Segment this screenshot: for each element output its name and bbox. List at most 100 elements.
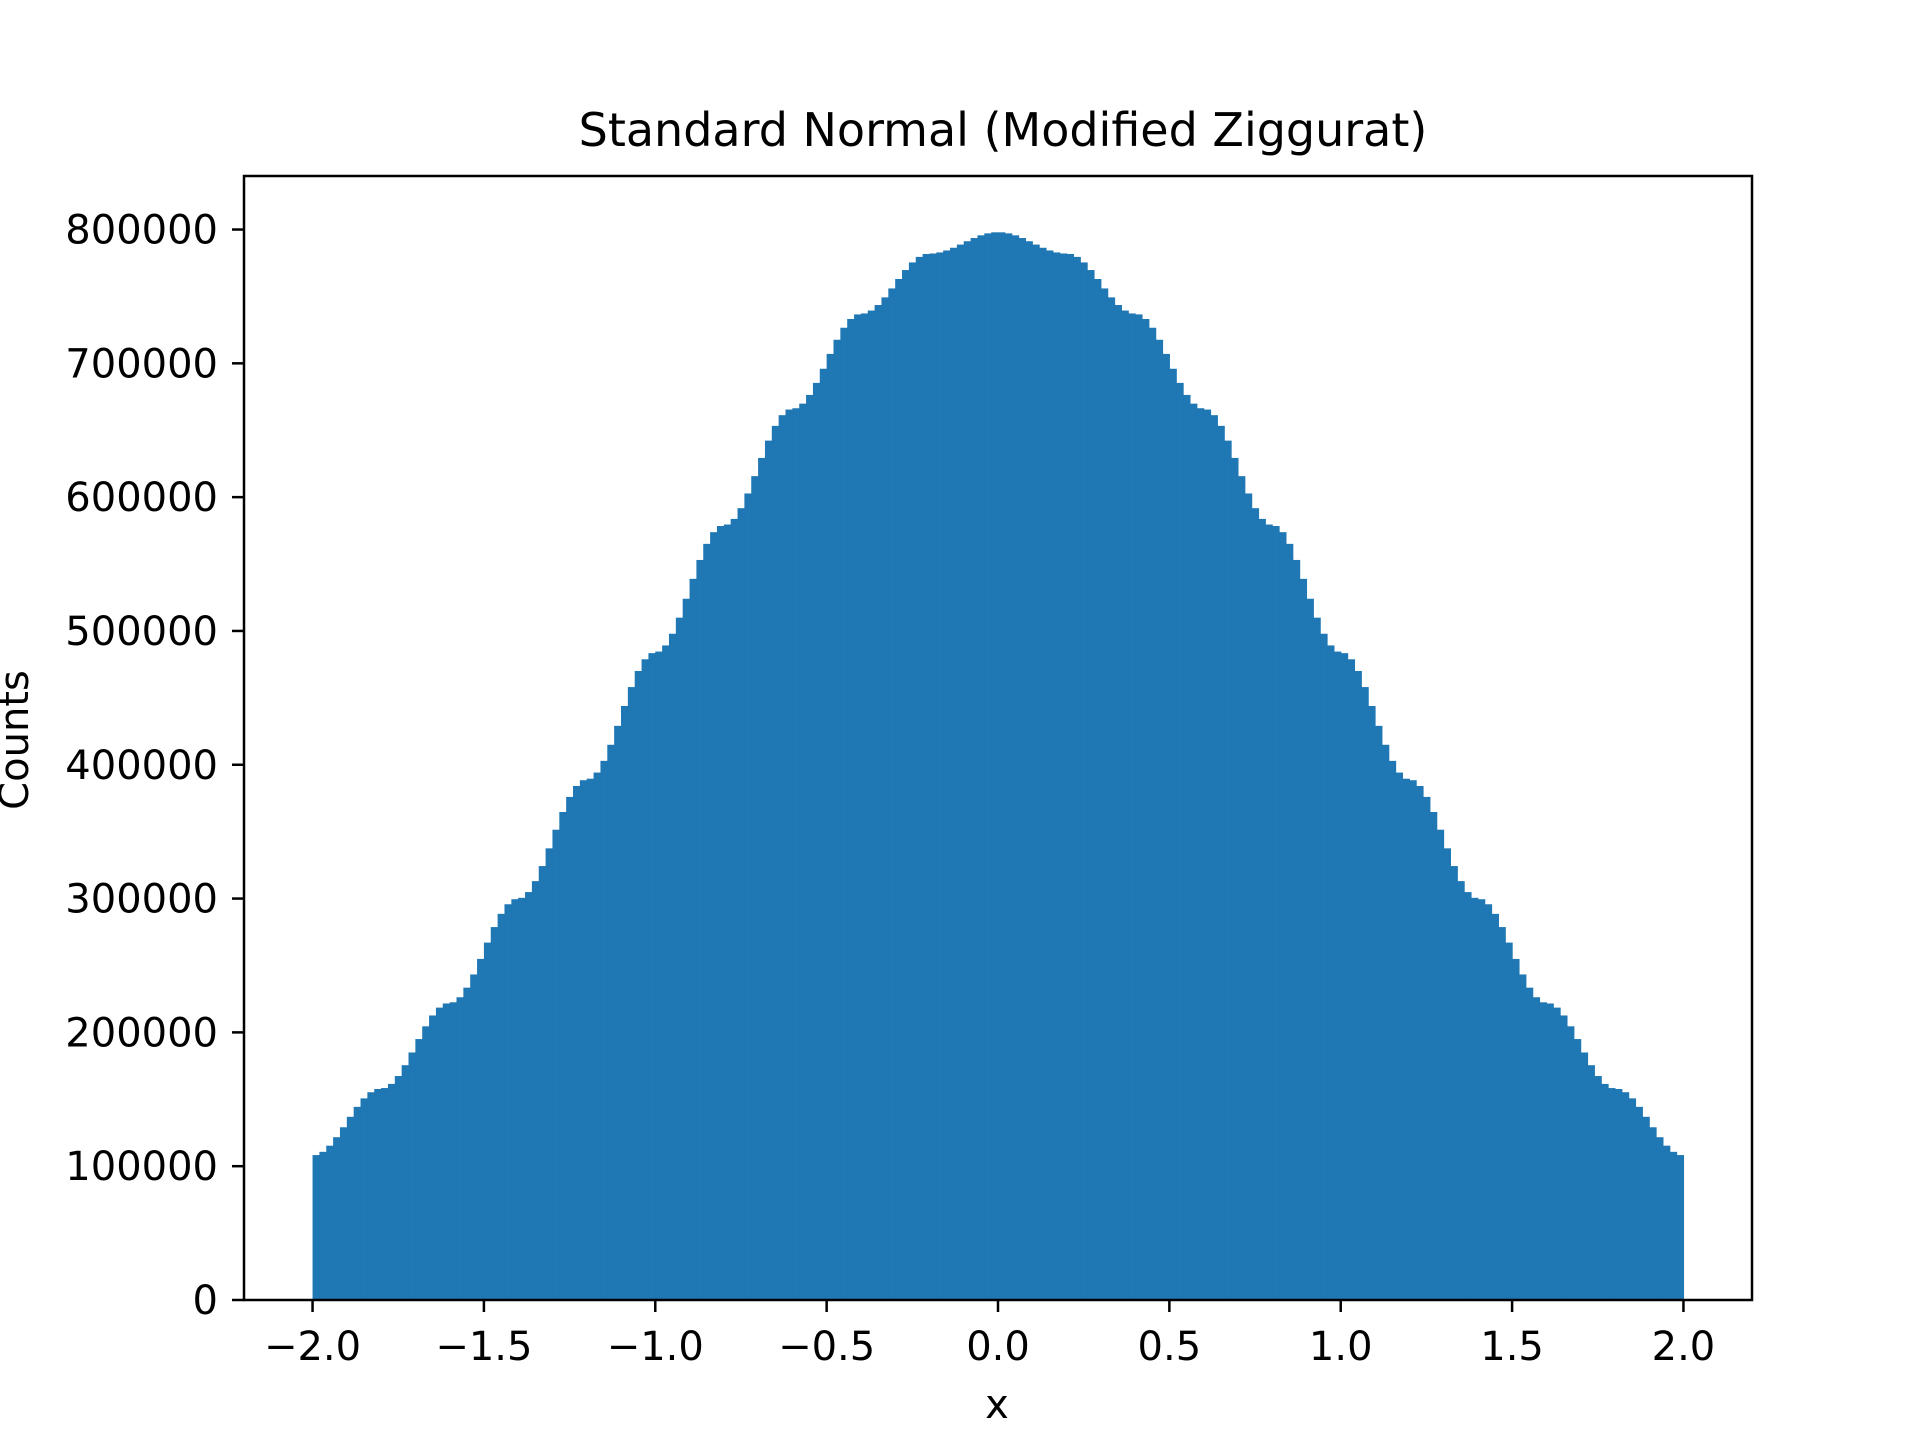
- y-tick-label: 200000: [65, 1010, 218, 1056]
- histogram-bar: [922, 253, 931, 1301]
- histogram-bar: [963, 241, 972, 1301]
- histogram-bar: [1073, 256, 1081, 1300]
- histogram-bar: [867, 310, 876, 1300]
- histogram-bar: [367, 1092, 375, 1300]
- histogram-bar: [1560, 1015, 1568, 1300]
- histogram-bar: [559, 811, 567, 1300]
- histogram-bar: [1327, 645, 1335, 1300]
- histogram-bar: [785, 409, 793, 1300]
- histogram-bar: [586, 778, 595, 1300]
- histogram-bar: [415, 1039, 423, 1300]
- histogram-bar: [1375, 725, 1383, 1300]
- histogram-bar: [1416, 785, 1424, 1300]
- y-tick-label: 500000: [65, 609, 218, 655]
- histogram-bar: [1409, 780, 1417, 1300]
- histogram-bar: [1532, 997, 1541, 1300]
- histogram-bar: [1059, 253, 1068, 1301]
- histogram-bar: [1080, 262, 1088, 1301]
- histogram-bar: [1656, 1137, 1664, 1300]
- histogram-bar: [1601, 1083, 1609, 1300]
- y-tick-label: 800000: [65, 208, 218, 254]
- histogram-bar: [1011, 235, 1020, 1301]
- histogram-bar: [627, 687, 636, 1300]
- histogram-bar: [1477, 899, 1486, 1300]
- plot-area: [312, 232, 1685, 1301]
- histogram-bar: [1135, 314, 1143, 1300]
- histogram-bar: [806, 394, 814, 1300]
- histogram-bar: [812, 382, 821, 1300]
- histogram-bar: [1203, 409, 1212, 1300]
- histogram-bar: [326, 1145, 334, 1300]
- histogram-bar: [573, 785, 581, 1300]
- x-tick-label: 2.0: [1652, 1324, 1716, 1370]
- histogram-bar: [792, 408, 800, 1300]
- histogram-bar: [346, 1116, 355, 1300]
- histogram-bar: [1066, 253, 1074, 1301]
- histogram-bar: [422, 1026, 430, 1300]
- histogram-bar: [1340, 653, 1349, 1300]
- histogram-bar: [1594, 1076, 1602, 1300]
- histogram-bar: [819, 368, 828, 1300]
- histogram-bar: [751, 476, 759, 1300]
- histogram-bar: [1505, 942, 1513, 1300]
- histogram-bar: [442, 1003, 451, 1300]
- histogram-bar: [538, 866, 547, 1300]
- histogram-bar: [682, 598, 691, 1300]
- histogram-bar: [1114, 305, 1122, 1300]
- histogram-bar: [1491, 913, 1499, 1300]
- histogram-bar: [552, 829, 560, 1300]
- histogram-bar: [998, 232, 1006, 1301]
- histogram-bar: [689, 578, 697, 1300]
- histogram-bar: [854, 314, 862, 1300]
- histogram-bar: [648, 653, 656, 1300]
- histogram-bar: [545, 848, 554, 1300]
- histogram-bar: [1093, 279, 1102, 1300]
- histogram-bar: [826, 353, 835, 1300]
- histogram-bar: [1039, 247, 1047, 1300]
- axes: −2.0 −1.5 −1.0 −0.5 0.0 0.5 1.0 1.5 2.0 0 100000 20…: [65, 174, 1754, 1370]
- histogram-bar: [730, 518, 739, 1300]
- histogram-bar: [860, 313, 869, 1300]
- histogram-bar: [1032, 244, 1040, 1301]
- histogram-bar: [1196, 408, 1205, 1300]
- histogram-bar: [1484, 904, 1493, 1300]
- histogram-bar: [1306, 598, 1314, 1300]
- histogram-bar: [1361, 687, 1369, 1300]
- histogram-bar: [1429, 811, 1438, 1300]
- histogram-bar: [621, 705, 629, 1300]
- histogram-bar: [1128, 313, 1136, 1300]
- histogram-bar: [1368, 705, 1376, 1300]
- histogram-bar: [518, 897, 526, 1300]
- y-tick-label: 100000: [65, 1144, 218, 1190]
- histogram-bar: [956, 244, 965, 1301]
- histogram-bar: [950, 247, 958, 1300]
- histogram-bar: [1018, 238, 1027, 1300]
- histogram-bar: [1580, 1052, 1589, 1300]
- histogram-bar: [600, 760, 608, 1300]
- histogram-bar: [1621, 1092, 1630, 1300]
- y-tick-label: 0: [193, 1278, 218, 1324]
- histogram-bar: [1025, 241, 1033, 1301]
- x-tick-label: 1.0: [1309, 1324, 1373, 1370]
- histogram-bar: [1004, 233, 1013, 1300]
- histogram-bar: [1210, 415, 1218, 1300]
- histogram-bar: [1176, 382, 1184, 1300]
- histogram-bar: [1162, 353, 1170, 1300]
- histogram-bar: [1217, 425, 1225, 1300]
- histogram-bar: [1608, 1088, 1616, 1300]
- histogram-bar: [490, 927, 499, 1300]
- histogram-bar: [1183, 394, 1191, 1300]
- histogram-bar: [1244, 493, 1253, 1301]
- histogram-bar: [1107, 297, 1116, 1300]
- histogram-bar: [339, 1127, 348, 1300]
- histogram-bar: [429, 1015, 437, 1300]
- histogram-bar: [483, 942, 492, 1300]
- chart-title: Standard Normal (Modified Ziggurat): [579, 103, 1428, 157]
- histogram-bar: [1402, 778, 1410, 1300]
- histogram-bar: [977, 235, 985, 1301]
- histogram-bar: [1052, 252, 1061, 1301]
- histogram-bar: [614, 725, 622, 1300]
- histogram-bar: [593, 772, 602, 1300]
- histogram-bar: [1299, 578, 1308, 1300]
